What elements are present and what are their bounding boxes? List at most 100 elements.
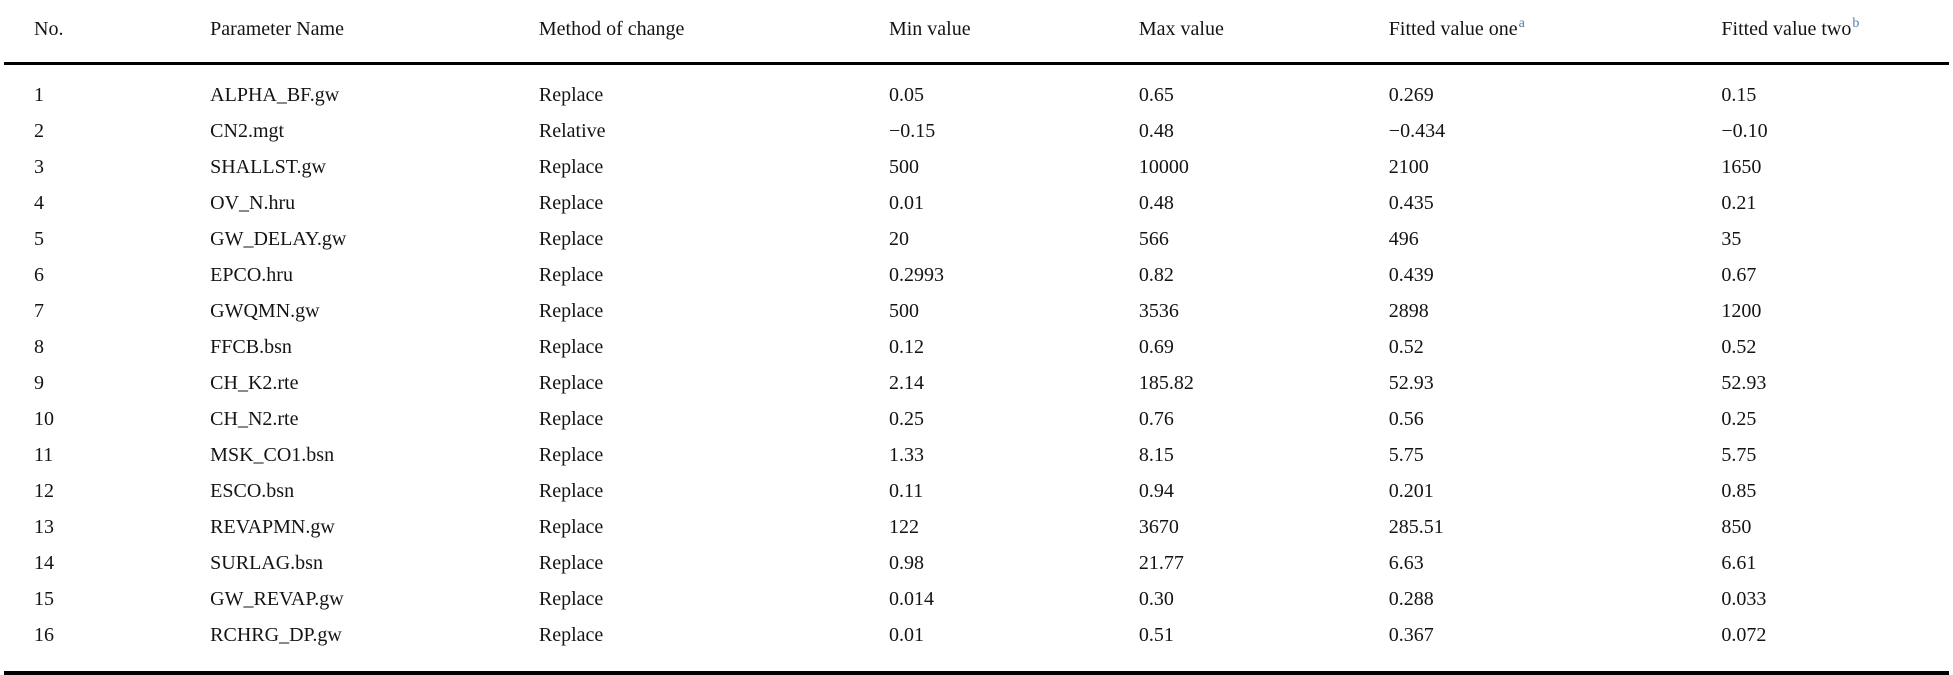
cell-max-value: 3536 <box>1138 300 1179 322</box>
cell-method-of-change: Replace <box>538 192 604 214</box>
cell-method-of-change: Replace <box>538 552 604 574</box>
cell-fitted-value-one: 5.75 <box>1388 444 1424 466</box>
footnote-marker-b: b <box>1852 16 1860 32</box>
cell-min-value: 0.2993 <box>888 264 944 286</box>
cell-method-of-change: Replace <box>538 300 604 322</box>
cell-method-of-change: Replace <box>538 228 604 250</box>
cell-min-value: 0.01 <box>888 624 924 646</box>
cell-fitted-value-two: 0.033 <box>1721 588 1767 610</box>
column-header-label: Parameter Name <box>210 18 344 40</box>
cell-max-value: 10000 <box>1138 156 1189 178</box>
cell-parameter-name: ESCO.bsn <box>210 480 295 502</box>
table-row: 7 GWQMN.gw Replace 500 3536 2898 1200 <box>4 293 1949 329</box>
cell-fitted-value-two: 5.75 <box>1721 444 1757 466</box>
cell-method-of-change: Replace <box>538 156 604 178</box>
cell-fitted-value-one: 0.269 <box>1388 84 1434 106</box>
cell-parameter-name: GW_REVAP.gw <box>210 588 344 610</box>
cell-method-of-change: Replace <box>538 480 604 502</box>
cell-fitted-value-one: 0.201 <box>1388 480 1434 502</box>
cell-method-of-change: Replace <box>538 84 604 106</box>
header-row: No. Parameter Name Method of change Min val… <box>4 0 1949 65</box>
cell-method-of-change: Replace <box>538 588 604 610</box>
cell-parameter-name: SURLAG.bsn <box>210 552 323 574</box>
column-header-no: No. <box>4 0 211 65</box>
cell-no: 7 <box>34 300 44 322</box>
cell-min-value: 0.25 <box>888 408 924 430</box>
cell-fitted-value-two: 52.93 <box>1721 372 1767 394</box>
cell-min-value: 500 <box>888 156 919 178</box>
cell-no: 12 <box>34 480 54 502</box>
cell-no: 10 <box>34 408 54 430</box>
cell-no: 4 <box>34 192 44 214</box>
cell-fitted-value-one: 0.435 <box>1388 192 1434 214</box>
table-body: 1 ALPHA_BF.gw Replace 0.05 0.65 0.269 0.15 2 CN2… <box>4 64 1949 673</box>
cell-method-of-change: Relative <box>538 120 606 142</box>
cell-parameter-name: CH_K2.rte <box>210 372 299 394</box>
cell-parameter-name: RCHRG_DP.gw <box>210 624 342 646</box>
cell-no: 1 <box>34 84 44 106</box>
table-row: 15 GW_REVAP.gw Replace 0.014 0.30 0.288 0.033 <box>4 581 1949 617</box>
table-row: 5 GW_DELAY.gw Replace 20 566 496 35 <box>4 221 1949 257</box>
cell-fitted-value-one: 496 <box>1388 228 1419 250</box>
cell-no: 11 <box>34 444 54 466</box>
cell-parameter-name: SHALLST.gw <box>210 156 326 178</box>
column-header-min-value: Min value <box>888 0 1139 65</box>
cell-fitted-value-one: 0.52 <box>1388 336 1424 358</box>
cell-fitted-value-two: 35 <box>1721 228 1742 250</box>
cell-method-of-change: Replace <box>538 336 604 358</box>
cell-fitted-value-two: 6.61 <box>1721 552 1757 574</box>
cell-max-value: 185.82 <box>1138 372 1194 394</box>
cell-no: 6 <box>34 264 44 286</box>
cell-fitted-value-one: 0.367 <box>1388 624 1434 646</box>
cell-no: 13 <box>34 516 54 538</box>
cell-fitted-value-two: 0.072 <box>1721 624 1767 646</box>
parameter-table: No. Parameter Name Method of change Min val… <box>4 0 1949 675</box>
cell-no: 8 <box>34 336 44 358</box>
cell-fitted-value-two: 850 <box>1721 516 1752 538</box>
cell-no: 15 <box>34 588 54 610</box>
cell-max-value: 566 <box>1138 228 1169 250</box>
cell-parameter-name: GW_DELAY.gw <box>210 228 347 250</box>
cell-parameter-name: GWQMN.gw <box>210 300 320 322</box>
cell-parameter-name: REVAPMN.gw <box>210 516 335 538</box>
cell-parameter-name: MSK_CO1.bsn <box>210 444 335 466</box>
cell-no: 2 <box>34 120 44 142</box>
cell-method-of-change: Replace <box>538 372 604 394</box>
table-row: 2 CN2.mgt Relative −0.15 0.48 −0.434 −0.10 <box>4 113 1949 149</box>
cell-min-value: 1.33 <box>888 444 924 466</box>
cell-max-value: 0.51 <box>1138 624 1174 646</box>
column-header-label: No. <box>34 18 64 40</box>
table-header: No. Parameter Name Method of change Min val… <box>4 0 1949 65</box>
cell-fitted-value-one: 0.56 <box>1388 408 1424 430</box>
table-row: 10 CH_N2.rte Replace 0.25 0.76 0.56 0.25 <box>4 401 1949 437</box>
cell-fitted-value-one: 0.439 <box>1388 264 1434 286</box>
cell-min-value: 20 <box>888 228 909 250</box>
cell-min-value: 122 <box>888 516 919 538</box>
cell-min-value: 0.05 <box>888 84 924 106</box>
table-row: 14 SURLAG.bsn Replace 0.98 21.77 6.63 6.61 <box>4 545 1949 581</box>
cell-min-value: 0.11 <box>888 480 924 502</box>
cell-method-of-change: Replace <box>538 516 604 538</box>
table-row: 8 FFCB.bsn Replace 0.12 0.69 0.52 0.52 <box>4 329 1949 365</box>
column-header-max-value: Max value <box>1138 0 1389 65</box>
cell-no: 14 <box>34 552 54 574</box>
cell-max-value: 0.76 <box>1138 408 1174 430</box>
column-header-label: Fitted value two <box>1721 18 1852 40</box>
column-header-label: Max value <box>1138 18 1224 40</box>
column-header-parameter-name: Parameter Name <box>210 0 539 65</box>
cell-max-value: 0.48 <box>1138 120 1174 142</box>
cell-max-value: 0.30 <box>1138 588 1174 610</box>
cell-fitted-value-two: 0.67 <box>1721 264 1757 286</box>
cell-method-of-change: Replace <box>538 264 604 286</box>
cell-fitted-value-one: 2100 <box>1388 156 1429 178</box>
cell-parameter-name: ALPHA_BF.gw <box>210 84 340 106</box>
cell-fitted-value-two: 0.15 <box>1721 84 1757 106</box>
table-row: 16 RCHRG_DP.gw Replace 0.01 0.51 0.367 0.072 <box>4 617 1949 673</box>
cell-method-of-change: Replace <box>538 624 604 646</box>
cell-max-value: 21.77 <box>1138 552 1184 574</box>
cell-fitted-value-two: 0.52 <box>1721 336 1757 358</box>
cell-min-value: 2.14 <box>888 372 924 394</box>
column-header-fitted-value-two: Fitted value twob <box>1721 0 1949 65</box>
cell-fitted-value-one: 285.51 <box>1388 516 1444 538</box>
column-header-label: Min value <box>888 18 971 40</box>
